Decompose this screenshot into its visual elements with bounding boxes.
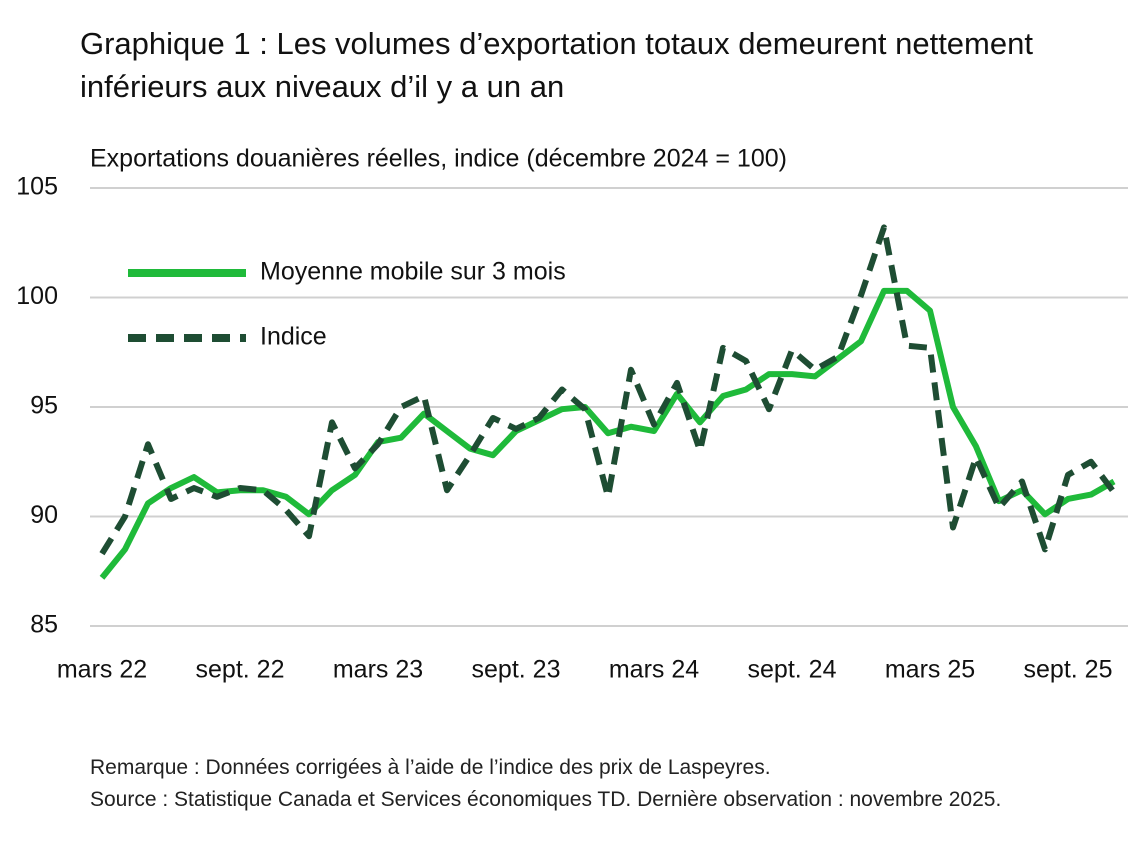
x-tick-label: mars 24 [609, 656, 699, 684]
x-tick-label: sept. 25 [1024, 656, 1113, 684]
notes: Remarque : Données corrigées à l’aide de… [90, 752, 1050, 816]
chart: Exportations douanières réelles, indice … [16, 145, 1128, 684]
x-tick-label: sept. 24 [748, 656, 837, 684]
y-tick-label: 95 [30, 392, 58, 420]
y-tick-label: 85 [30, 611, 58, 639]
x-tick-label: sept. 23 [472, 656, 561, 684]
chart-subtitle: Exportations douanières réelles, indice … [90, 145, 787, 173]
series-line [99, 287, 1116, 580]
y-tick-label: 100 [16, 282, 58, 310]
y-tick-label: 105 [16, 173, 58, 201]
x-tick-label: mars 25 [885, 656, 975, 684]
x-tick-label: mars 22 [57, 656, 147, 684]
y-tick-label: 90 [30, 501, 58, 529]
legend-label: Indice [260, 323, 327, 351]
note: Source : Statistique Canada et Services … [90, 788, 1002, 811]
x-tick-label: mars 23 [333, 656, 423, 684]
series-line [99, 224, 1117, 556]
x-tick-label: sept. 22 [196, 656, 285, 684]
legend-label: Moyenne mobile sur 3 mois [260, 258, 566, 286]
chart-title: Graphique 1 : Les volumes d’exportation … [80, 26, 1033, 104]
note: Remarque : Données corrigées à l’aide de… [90, 756, 771, 779]
